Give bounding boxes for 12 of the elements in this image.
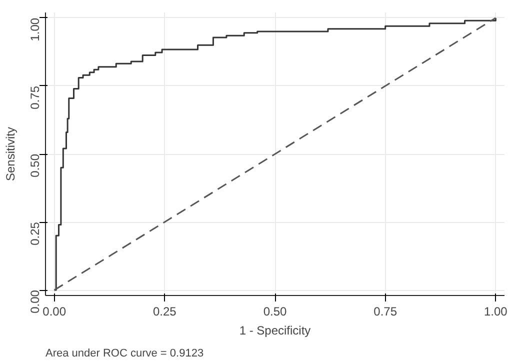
x-tick-label: 0.00 — [42, 304, 66, 318]
x-tick-label: 1.00 — [484, 304, 508, 318]
x-tick-label: 0.50 — [263, 304, 288, 318]
x-tick-label: 0.25 — [152, 304, 177, 318]
y-tick-label: 0.75 — [28, 86, 42, 110]
y-tick-label: 0.50 — [28, 154, 42, 178]
text: Area under ROC curve = 0.9123 — [46, 348, 204, 360]
y-axis-title: Sensitivity — [4, 126, 18, 182]
y-tick-label: 0.25 — [28, 222, 42, 246]
x-tick-label: 0.75 — [374, 304, 398, 318]
y-tick-label: 1.00 — [28, 18, 42, 42]
x-axis-title: 1 - Specificity — [239, 324, 311, 338]
